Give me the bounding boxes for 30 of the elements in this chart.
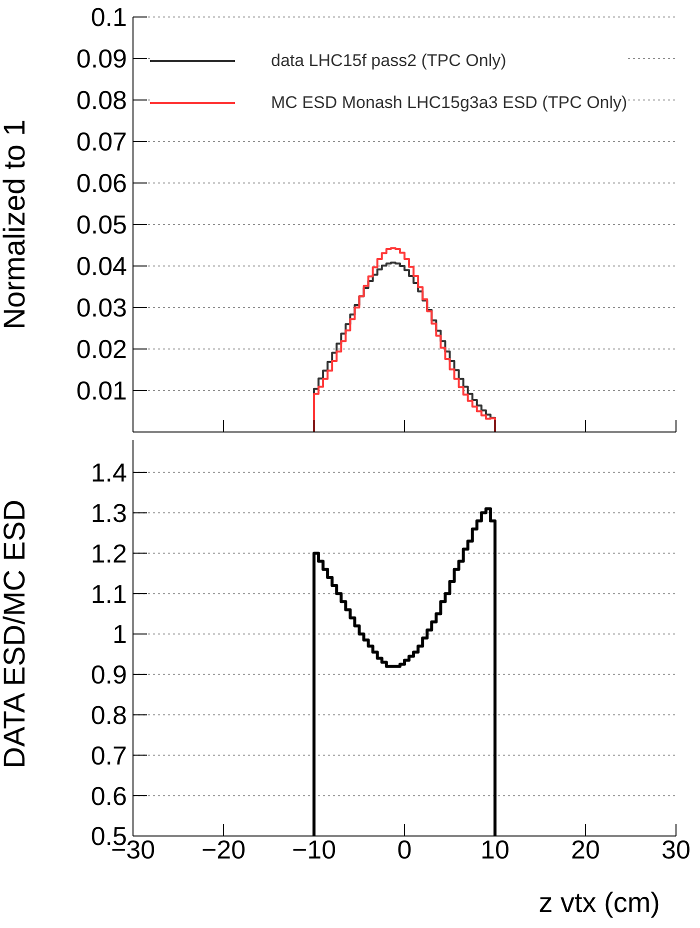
y-tick-label: 1.2 (90, 538, 127, 568)
y-tick-label: 0.04 (76, 251, 127, 282)
y-tick-label: 0.06 (76, 168, 127, 198)
y-tick-label: 0.7 (90, 740, 127, 770)
y-axis-title: Normalized to 1 (0, 119, 32, 330)
y-tick-label: 1.1 (90, 578, 127, 609)
x-tick-label: 0 (397, 834, 412, 864)
y-tick-label: 0.1 (90, 2, 127, 32)
y-tick-label: 0.05 (76, 210, 127, 240)
x-tick-label: 30 (662, 834, 690, 864)
y-tick-label: 1 (112, 619, 127, 650)
y-tick-label: 0.09 (76, 44, 127, 74)
y-tick-label: 0.07 (76, 126, 127, 157)
y-tick-label: 0.6 (90, 780, 127, 811)
y-tick-label: 1.4 (90, 458, 127, 488)
x-axis-title: z vtx (cm) (538, 887, 660, 918)
x-tick-label: −10 (292, 834, 336, 864)
legend-label: data LHC15f pass2 (TPC Only) (271, 51, 506, 71)
y-tick-label: 0.8 (90, 700, 127, 730)
y-tick-label: 0.08 (76, 85, 127, 116)
y-tick-label: 0.03 (76, 292, 127, 323)
y-tick-label: 1.3 (90, 498, 127, 528)
y-tick-label: 0.01 (76, 376, 127, 406)
y-tick-label: 0.9 (90, 660, 127, 690)
y-axis-title: DATA ESD/MC ESD (0, 500, 32, 768)
x-tick-label: 20 (571, 834, 600, 864)
x-tick-label: 10 (480, 834, 510, 864)
x-tick-label: −20 (201, 834, 246, 864)
legend-label: MC ESD Monash LHC15g3a3 ESD (TPC Only) (271, 93, 628, 113)
y-tick-label: 0.02 (76, 334, 127, 364)
